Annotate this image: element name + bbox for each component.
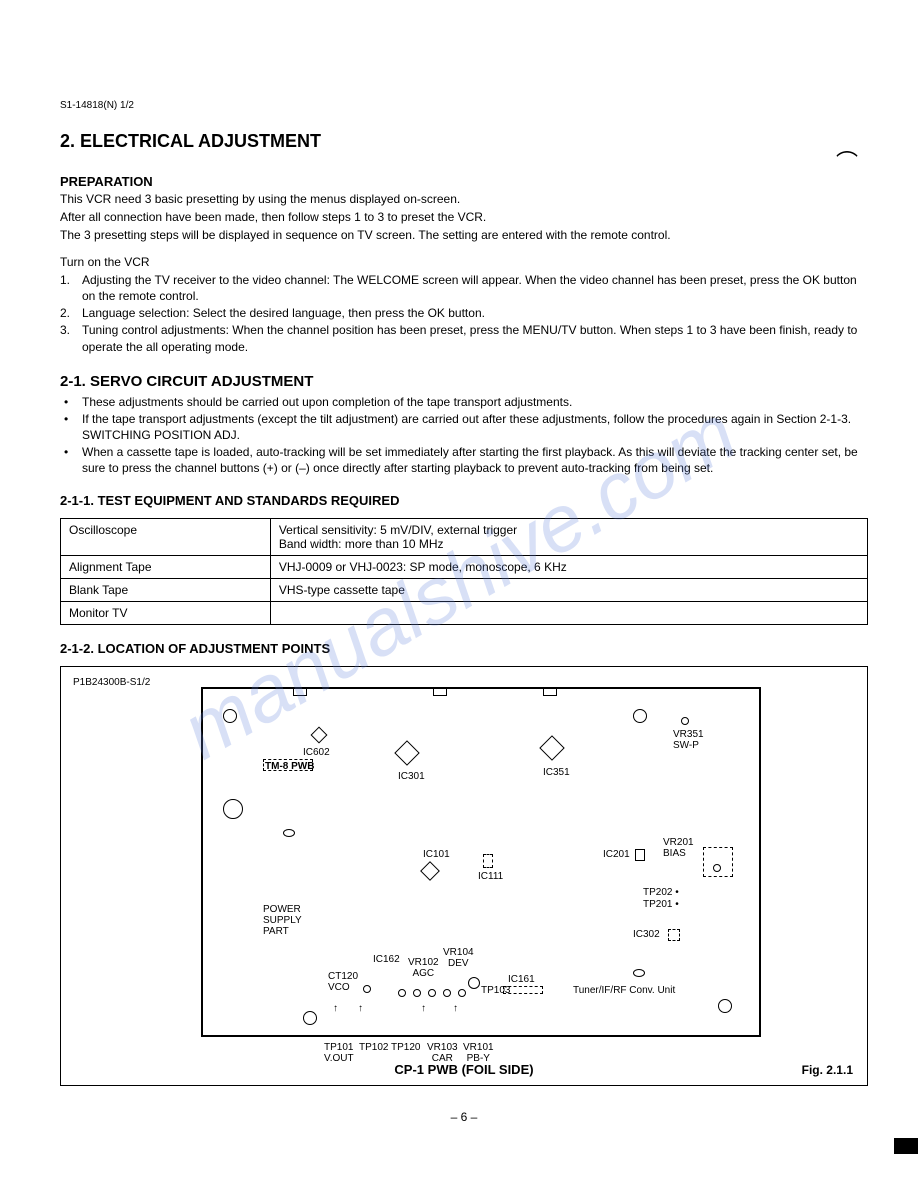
prep-p4: Turn on the VCR xyxy=(60,254,868,270)
prep-p3: The 3 presetting steps will be displayed… xyxy=(60,227,868,243)
ic302-box xyxy=(668,929,680,941)
table-row: Blank Tape VHS-type cassette tape xyxy=(61,578,868,601)
trimmer-icon xyxy=(363,985,371,993)
equipment-table: Oscilloscope Vertical sensitivity: 5 mV/… xyxy=(60,518,868,625)
page: S1-14818(N) 1/2 2. ELECTRICAL ADJUSTMENT… xyxy=(0,0,918,1164)
step-3: 3.Tuning control adjustments: When the c… xyxy=(60,322,868,354)
trimmer-icon xyxy=(413,989,421,997)
ic-diamond-icon xyxy=(394,740,419,765)
table-row: Monitor TV xyxy=(61,601,868,624)
prep-p1: This VCR need 3 basic presetting by usin… xyxy=(60,191,868,207)
ic-rect-icon xyxy=(635,849,645,861)
servo-bullet-2: •If the tape transport adjustments (exce… xyxy=(60,411,868,443)
step-2: 2.Language selection: Select the desired… xyxy=(60,305,868,321)
ic162-label: IC162 xyxy=(373,954,400,965)
ic602-label: IC602 xyxy=(303,747,330,758)
servo-bullets: •These adjustments should be carried out… xyxy=(60,394,868,477)
preparation-heading: PREPARATION xyxy=(60,174,868,189)
trimmer-icon xyxy=(428,989,436,997)
equip-name: Monitor TV xyxy=(61,601,271,624)
vr101-label: VR101 PB-Y xyxy=(463,1042,494,1064)
equip-spec: Vertical sensitivity: 5 mV/DIV, external… xyxy=(270,518,867,555)
equip-spec: VHJ-0009 or VHJ-0023: SP mode, monoscope… xyxy=(270,555,867,578)
ic302-label: IC302 xyxy=(633,929,660,940)
vr103-label: VR103 CAR xyxy=(427,1042,458,1064)
slot-icon xyxy=(543,688,557,696)
hole-icon xyxy=(283,829,295,837)
prep-p2: After all connection have been made, the… xyxy=(60,209,868,225)
tp102-label: TP102 xyxy=(359,1042,388,1053)
pcb-diagram: P1B24300B-S1/2 IC602 TM-8 PWB IC301 IC35… xyxy=(60,666,868,1086)
table-row: Oscilloscope Vertical sensitivity: 5 mV/… xyxy=(61,518,868,555)
equip-name: Oscilloscope xyxy=(61,518,271,555)
slot-icon xyxy=(293,688,307,696)
equip-heading: 2-1-1. TEST EQUIPMENT AND STANDARDS REQU… xyxy=(60,493,868,508)
ic101-label: IC101 xyxy=(423,849,450,860)
trimmer-icon xyxy=(443,989,451,997)
diagram-caption: CP-1 PWB (FOIL SIDE) xyxy=(394,1062,533,1077)
hole-icon xyxy=(468,977,480,989)
table-row: Alignment Tape VHJ-0009 or VHJ-0023: SP … xyxy=(61,555,868,578)
ic111-box xyxy=(483,854,493,868)
corner-mark-icon xyxy=(894,1138,918,1154)
ct120-label: CT120 VCO xyxy=(328,971,358,993)
hole-icon xyxy=(303,1011,317,1025)
tp120-label: TP120 xyxy=(391,1042,420,1053)
ic351-label: IC351 xyxy=(543,767,570,778)
ic-diamond-icon xyxy=(420,861,440,881)
tp202-label: TP202 • xyxy=(643,887,679,898)
preparation-steps: 1.Adjusting the TV receiver to the video… xyxy=(60,272,868,355)
step-1: 1.Adjusting the TV receiver to the video… xyxy=(60,272,868,304)
tp201-label: TP201 • xyxy=(643,899,679,910)
tp103-label: TP103 xyxy=(481,985,510,996)
servo-bullet-1: •These adjustments should be carried out… xyxy=(60,394,868,410)
tp101-label: TP101 V.OUT xyxy=(324,1042,354,1064)
trimmer-icon xyxy=(398,989,406,997)
equip-spec: VHS-type cassette tape xyxy=(270,578,867,601)
trimmer-icon xyxy=(713,864,721,872)
hole-icon xyxy=(633,969,645,977)
slot-icon xyxy=(433,688,447,696)
trimmer-icon xyxy=(681,717,689,725)
pwb-outline: IC602 TM-8 PWB IC301 IC351 VR351 SW-P IC… xyxy=(201,687,761,1037)
figure-number: Fig. 2.1.1 xyxy=(802,1063,853,1077)
tuner-label: Tuner/IF/RF Conv. Unit xyxy=(573,985,675,996)
vr351-label: VR351 SW-P xyxy=(673,729,704,751)
ic111-label: IC111 xyxy=(478,871,503,882)
equip-name: Alignment Tape xyxy=(61,555,271,578)
vr102-label: VR102 AGC xyxy=(408,957,439,979)
hole-icon xyxy=(633,709,647,723)
hole-icon xyxy=(718,999,732,1013)
servo-bullet-3: •When a cassette tape is loaded, auto-tr… xyxy=(60,444,868,476)
page-number: – 6 – xyxy=(60,1110,868,1124)
servo-heading: 2-1. SERVO CIRCUIT ADJUSTMENT xyxy=(60,373,868,390)
ic161-label: IC161 xyxy=(508,974,535,985)
vr201-label: VR201 BIAS xyxy=(663,837,694,859)
curve-glyph: ⌒ xyxy=(836,145,858,177)
ic201-label: IC201 xyxy=(603,849,630,860)
equip-name: Blank Tape xyxy=(61,578,271,601)
ic-diamond-icon xyxy=(539,735,564,760)
location-heading: 2-1-2. LOCATION OF ADJUSTMENT POINTS xyxy=(60,641,868,656)
document-id: S1-14818(N) 1/2 xyxy=(60,100,868,111)
tm8-label: TM-8 PWB xyxy=(265,761,314,772)
page-title: 2. ELECTRICAL ADJUSTMENT xyxy=(60,131,868,152)
ic301-label: IC301 xyxy=(398,771,425,782)
hole-icon xyxy=(223,709,237,723)
trimmer-icon xyxy=(458,989,466,997)
board-id-label: P1B24300B-S1/2 xyxy=(73,677,150,688)
power-label: POWER SUPPLY PART xyxy=(263,904,302,937)
vr104-label: VR104 DEV xyxy=(443,947,474,969)
hole-icon xyxy=(223,799,243,819)
equip-spec xyxy=(270,601,867,624)
ic-diamond-icon xyxy=(311,726,328,743)
